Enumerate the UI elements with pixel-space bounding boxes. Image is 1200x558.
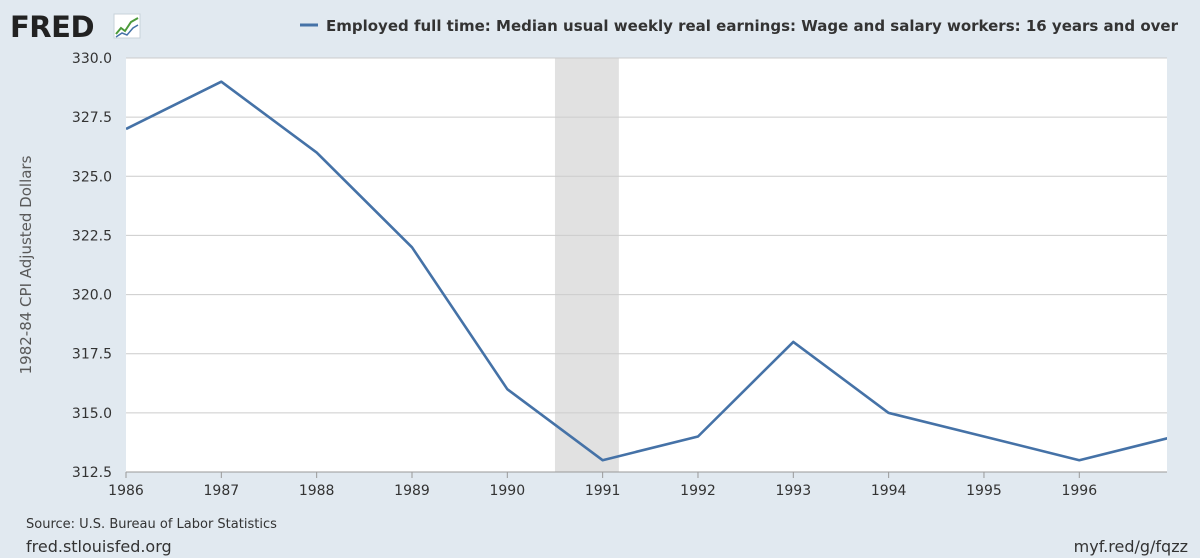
- plot-area: [126, 58, 1167, 472]
- x-tick-label: 1988: [299, 483, 335, 499]
- x-tick-label: 1987: [204, 483, 240, 499]
- y-tick-label: 312.5: [72, 465, 112, 481]
- fred-logo[interactable]: FRED: [10, 10, 141, 44]
- y-tick-label: 320.0: [72, 288, 112, 304]
- fred-logo-text: FRED: [10, 10, 94, 44]
- legend-label: Employed full time: Median usual weekly …: [326, 17, 1179, 35]
- x-tick-label: 1990: [489, 483, 525, 499]
- short-url-link[interactable]: myf.red/g/fqzz: [1074, 537, 1188, 556]
- x-tick-label: 1993: [775, 483, 811, 499]
- x-tick-label: 1991: [585, 483, 621, 499]
- x-tick-label: 1994: [871, 483, 907, 499]
- x-tick-label: 1992: [680, 483, 716, 499]
- x-tick-label: 1986: [108, 483, 144, 499]
- recession-band: [554, 58, 619, 472]
- y-tick-label: 315.0: [72, 406, 112, 422]
- x-tick-label: 1995: [966, 483, 1002, 499]
- y-tick-label: 317.5: [72, 347, 112, 363]
- fred-logo-chart-icon: [113, 13, 141, 39]
- y-tick-label: 330.0: [72, 51, 112, 67]
- series-line[interactable]: [126, 80, 1175, 462]
- y-tick-label: 322.5: [72, 228, 112, 244]
- y-axis-label: 1982-84 CPI Adjusted Dollars: [17, 155, 35, 374]
- source-text: Source: U.S. Bureau of Labor Statistics: [26, 517, 277, 532]
- y-tick-label: 327.5: [72, 110, 112, 126]
- site-link[interactable]: fred.stlouisfed.org: [26, 537, 172, 556]
- x-tick-label: 1996: [1061, 483, 1097, 499]
- y-tick-label: 325.0: [72, 169, 112, 185]
- x-tick-label: 1989: [394, 483, 430, 499]
- legend: Employed full time: Median usual weekly …: [300, 17, 1179, 35]
